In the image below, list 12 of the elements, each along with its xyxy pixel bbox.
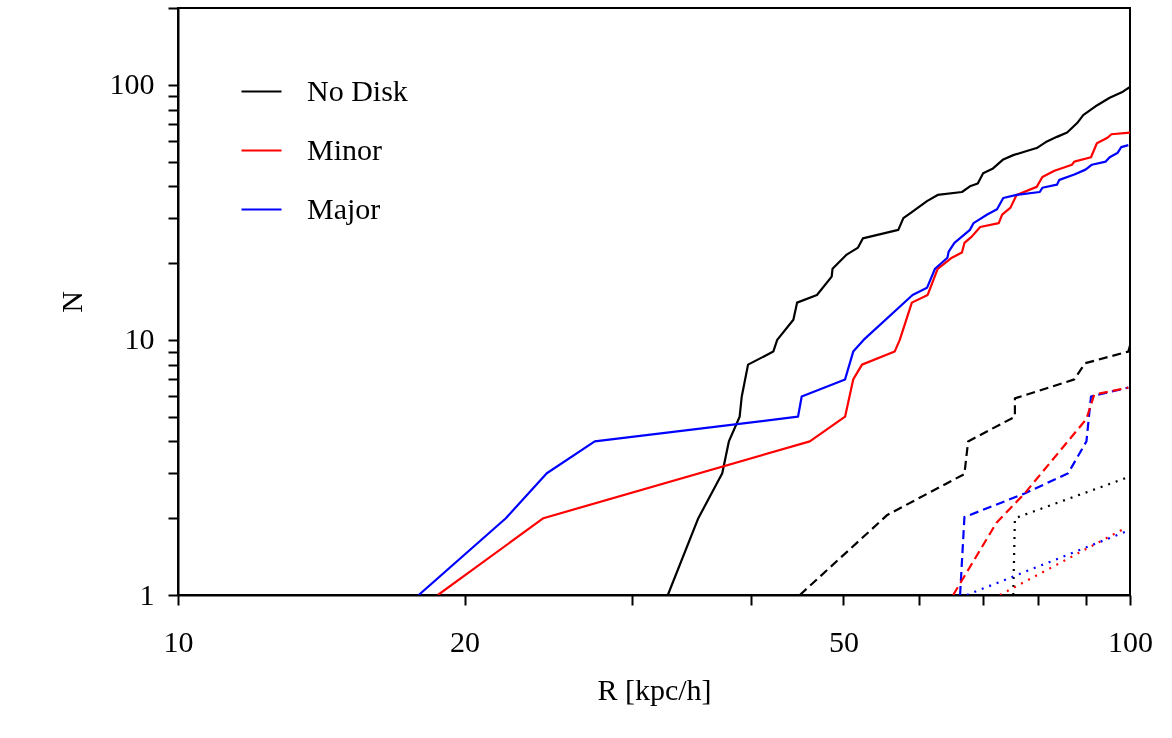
legend-label: Minor: [307, 132, 383, 166]
x-axis-title: R [kpc/h]: [597, 672, 712, 706]
x-tick-label: 100: [1108, 624, 1153, 658]
x-tick-label: 20: [450, 624, 481, 658]
x-tick-label: 50: [828, 624, 859, 658]
legend-label: Major: [307, 191, 381, 225]
y-tick-label: 1: [139, 577, 155, 611]
x-tick-label: 10: [163, 624, 194, 658]
legend-label: No Disk: [307, 73, 408, 107]
y-axis-title: N: [54, 291, 88, 313]
y-tick-label: 100: [109, 67, 155, 101]
y-tick-label: 10: [124, 322, 155, 356]
